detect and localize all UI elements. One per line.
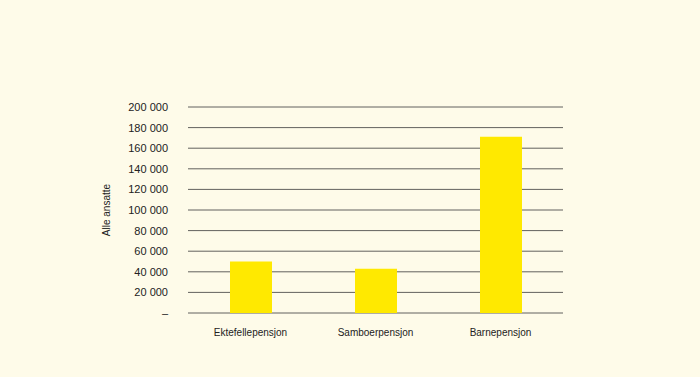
svg-text:Ektefellepensjon: Ektefellepensjon xyxy=(214,327,287,338)
svg-text:200 000: 200 000 xyxy=(128,101,168,113)
svg-text:100 000: 100 000 xyxy=(128,204,168,216)
svg-text:160 000: 160 000 xyxy=(128,142,168,154)
svg-text:60 000: 60 000 xyxy=(134,245,168,257)
svg-text:80 000: 80 000 xyxy=(134,225,168,237)
svg-text:Alle ansatte: Alle ansatte xyxy=(101,183,112,236)
svg-text:Barnepensjon: Barnepensjon xyxy=(470,327,532,338)
svg-text:–: – xyxy=(162,307,169,319)
svg-text:Samboerpensjon: Samboerpensjon xyxy=(338,327,414,338)
svg-text:180 000: 180 000 xyxy=(128,122,168,134)
svg-text:140 000: 140 000 xyxy=(128,163,168,175)
svg-text:120 000: 120 000 xyxy=(128,183,168,195)
svg-text:40 000: 40 000 xyxy=(134,266,168,278)
svg-text:20 000: 20 000 xyxy=(134,286,168,298)
